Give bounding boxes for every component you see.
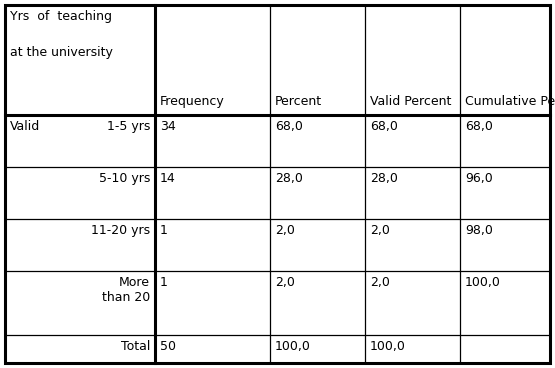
Text: 5-10 yrs: 5-10 yrs xyxy=(99,172,150,185)
Text: 11-20 yrs: 11-20 yrs xyxy=(91,224,150,237)
Text: 1: 1 xyxy=(160,276,168,289)
Text: 2,0: 2,0 xyxy=(370,224,390,237)
Text: 50: 50 xyxy=(160,340,176,353)
Text: 1: 1 xyxy=(160,224,168,237)
Text: 100,0: 100,0 xyxy=(275,340,311,353)
Text: Total: Total xyxy=(120,340,150,353)
Text: 1-5 yrs: 1-5 yrs xyxy=(107,120,150,133)
Text: 28,0: 28,0 xyxy=(370,172,398,185)
Text: Valid: Valid xyxy=(10,120,41,133)
Text: 2,0: 2,0 xyxy=(275,276,295,289)
Text: 68,0: 68,0 xyxy=(370,120,398,133)
Text: at the university: at the university xyxy=(10,46,113,59)
Text: Yrs  of  teaching: Yrs of teaching xyxy=(10,10,112,23)
Text: 2,0: 2,0 xyxy=(370,276,390,289)
Text: 68,0: 68,0 xyxy=(465,120,493,133)
Text: 96,0: 96,0 xyxy=(465,172,493,185)
Text: 14: 14 xyxy=(160,172,176,185)
Text: Frequency: Frequency xyxy=(160,95,225,108)
Text: Valid Percent: Valid Percent xyxy=(370,95,451,108)
Text: 34: 34 xyxy=(160,120,176,133)
Text: 100,0: 100,0 xyxy=(370,340,406,353)
Text: 28,0: 28,0 xyxy=(275,172,303,185)
Text: 2,0: 2,0 xyxy=(275,224,295,237)
Text: 100,0: 100,0 xyxy=(465,276,501,289)
Text: 68,0: 68,0 xyxy=(275,120,303,133)
Text: More
than 20: More than 20 xyxy=(102,276,150,304)
Text: Cumulative Percent: Cumulative Percent xyxy=(465,95,555,108)
Text: 98,0: 98,0 xyxy=(465,224,493,237)
Text: Percent: Percent xyxy=(275,95,322,108)
